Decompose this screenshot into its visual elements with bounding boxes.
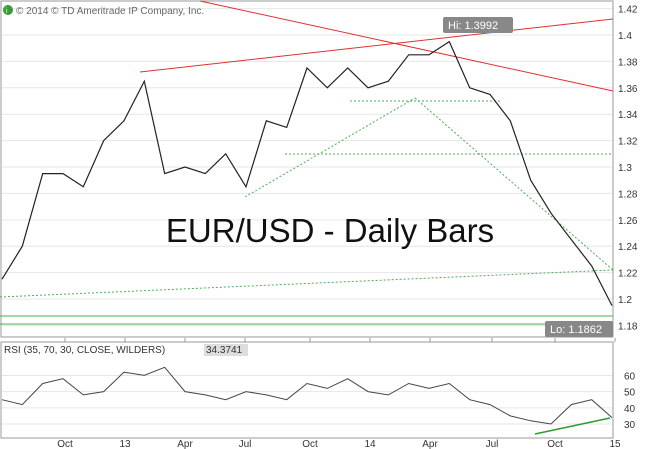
high-label: Hi: 1.3992 [443, 17, 513, 33]
x-tick-label: Apr [177, 439, 193, 449]
rsi-series-line [1, 366, 613, 425]
price-y-tick-label: 1.26 [618, 216, 638, 227]
price-grid [2, 8, 612, 326]
price-y-tick-label: 1.22 [618, 269, 638, 280]
x-tick-label: 15 [609, 439, 621, 449]
copyright-group: i © 2014 © TD Ameritrade IP Company, Inc… [3, 5, 204, 17]
price-y-tick-label: 1.36 [618, 84, 638, 95]
rsi-y-tick-label: 60 [624, 371, 636, 382]
support-line-rising [244, 97, 416, 198]
price-y-tick-label: 1.24 [618, 242, 638, 253]
rsi-y-axis: 60 50 40 30 [624, 371, 636, 431]
x-tick-label: Oct [547, 439, 563, 449]
price-y-tick-label: 1.42 [618, 5, 638, 16]
rsi-divergence-line [534, 417, 611, 435]
x-tick-label: Jul [486, 439, 499, 449]
x-tick-label: Oct [57, 439, 73, 449]
rsi-title: RSI (35, 70, 30, CLOSE, WILDERS) [4, 345, 165, 356]
price-y-tick-label: 1.4 [618, 31, 632, 42]
x-tick-label: Apr [422, 439, 438, 449]
svg-text:i: i [6, 8, 8, 15]
resistance-line-rising [139, 18, 614, 73]
x-tick-label: 13 [119, 439, 131, 449]
price-y-tick-label: 1.28 [618, 189, 638, 200]
rsi-y-tick-label: 50 [624, 388, 636, 399]
low-label-text: Lo: 1.1862 [550, 324, 602, 336]
price-y-tick-label: 1.32 [618, 137, 638, 148]
price-series-line [1, 40, 613, 306]
x-axis: Oct 13 Apr Jul Oct 14 Apr Jul Oct 15 [57, 338, 621, 449]
rsi-value: 34.3741 [206, 345, 243, 356]
price-y-tick-label: 1.2 [618, 295, 632, 306]
price-y-axis: 1.42 1.4 1.38 1.36 1.34 1.32 1.3 1.28 1.26 1.24 1.… [618, 5, 638, 333]
rsi-y-tick-label: 40 [624, 404, 636, 415]
resistance-line-falling [199, 0, 614, 92]
price-y-tick-label: 1.34 [618, 110, 638, 121]
price-y-tick-label: 1.38 [618, 57, 638, 68]
x-tick-label: 14 [364, 439, 376, 449]
td-logo-icon [3, 5, 13, 15]
rsi-y-tick-label: 30 [624, 420, 636, 431]
rsi-value-box [204, 344, 248, 356]
high-label-text: Hi: 1.3992 [448, 20, 498, 32]
x-tick-label: Jul [239, 439, 252, 449]
price-panel-border [0, 0, 614, 338]
x-tick-label: Oct [302, 439, 318, 449]
price-y-tick-label: 1.3 [618, 163, 632, 174]
chart-title: EUR/USD - Daily Bars [166, 212, 494, 249]
price-y-tick-label: 1.18 [618, 321, 638, 332]
low-label: Lo: 1.1862 [545, 321, 613, 337]
copyright-text: © 2014 © TD Ameritrade IP Company, Inc. [16, 6, 204, 17]
rsi-panel-border [0, 341, 614, 439]
